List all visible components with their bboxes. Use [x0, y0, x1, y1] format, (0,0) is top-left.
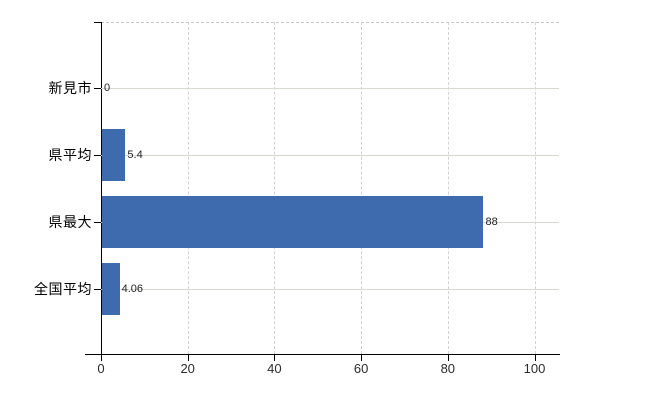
- category-label: 全国平均: [34, 281, 92, 297]
- y-axis-top-tick: [94, 22, 101, 23]
- value-label: 0: [104, 82, 111, 94]
- x-tick-label: 60: [353, 361, 369, 376]
- x-tick-label: 80: [440, 361, 456, 376]
- x-axis-tick: [447, 355, 449, 361]
- y-axis-tick: [94, 155, 101, 156]
- category-label: 県最大: [48, 214, 92, 230]
- vertical-gridline: [274, 22, 276, 354]
- horizontal-gridline: [101, 289, 559, 290]
- plot-area: [101, 22, 559, 354]
- y-axis-tick: [94, 88, 101, 89]
- x-tick-label: 20: [180, 361, 195, 376]
- horizontal-gridline: [101, 155, 559, 156]
- category-label: 県平均: [48, 147, 92, 163]
- bar: [102, 196, 484, 248]
- x-tick-label: 40: [267, 361, 282, 376]
- plot-top-border: [101, 22, 559, 23]
- bar: [102, 129, 126, 181]
- x-axis-tick: [101, 355, 102, 361]
- vertical-gridline: [187, 22, 189, 354]
- x-tick-label: 0: [97, 361, 105, 376]
- category-label: 新見市: [48, 80, 92, 96]
- x-tick-label: 100: [523, 361, 546, 376]
- y-axis-line: [101, 22, 102, 354]
- value-label: 4.06: [121, 283, 144, 295]
- x-axis-tick: [361, 355, 363, 361]
- vertical-gridline: [534, 22, 536, 354]
- value-label: 5.4: [127, 149, 143, 161]
- x-axis-tick: [534, 355, 536, 361]
- bar: [102, 263, 120, 315]
- y-axis-tick: [94, 289, 101, 290]
- x-axis-line: [85, 354, 560, 355]
- value-label: 88: [485, 216, 498, 228]
- x-axis-tick: [187, 355, 189, 361]
- vertical-gridline: [361, 22, 363, 354]
- x-axis-tick: [274, 355, 276, 361]
- horizontal-gridline: [101, 88, 559, 89]
- y-axis-tick: [94, 222, 101, 223]
- vertical-gridline: [447, 22, 449, 354]
